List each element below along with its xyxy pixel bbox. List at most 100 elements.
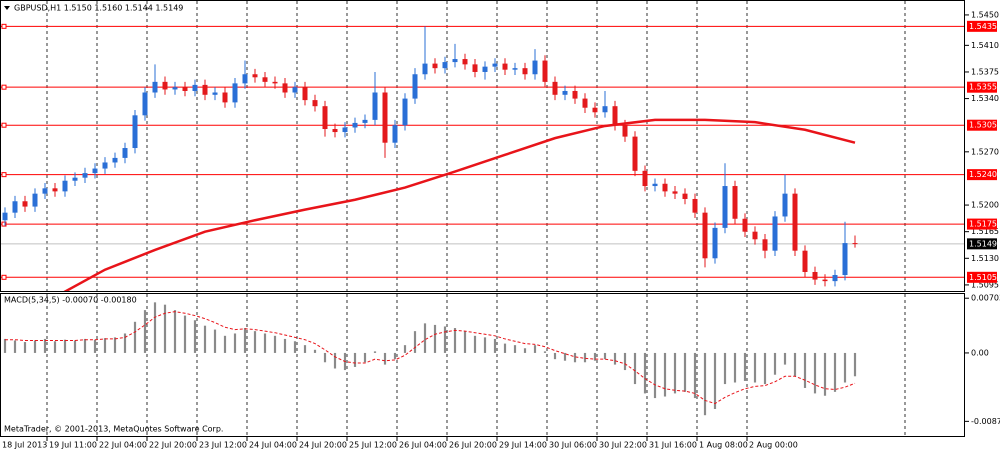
candle-body <box>832 275 838 282</box>
level-label: 1.5240 <box>969 170 997 179</box>
macd-pane-frame <box>0 293 965 437</box>
candle-body <box>562 90 568 95</box>
candle-body <box>472 64 478 72</box>
candle-body <box>102 162 108 169</box>
level-label-box <box>967 271 997 283</box>
x-tick-label: 25 Jul 12:00 <box>349 441 397 450</box>
candle-body <box>192 84 198 91</box>
x-tick-label: 1 Aug 08:00 <box>699 441 748 450</box>
candle-body <box>542 60 548 82</box>
y-tick-label: 1.5095 <box>971 280 999 289</box>
level-label-box <box>967 81 997 93</box>
x-tick-label: 22 Jul 20:00 <box>149 441 197 450</box>
candle-body <box>452 59 458 63</box>
x-tick-label: 18 Jul 2013 <box>2 441 47 450</box>
macd-y-tick-label: 0.00 <box>971 348 989 357</box>
candle-body <box>382 92 388 143</box>
candle-body <box>712 227 718 259</box>
candle-body <box>12 201 18 213</box>
candle-body <box>282 83 288 93</box>
level-label: 1.5355 <box>969 83 997 92</box>
x-tick-label: 22 Jul 04:00 <box>99 441 147 450</box>
level-label-box <box>967 119 997 131</box>
candle-body <box>522 68 528 75</box>
level-label: 1.5175 <box>969 220 997 229</box>
x-tick-label: 24 Jul 04:00 <box>249 441 297 450</box>
macd-histogram <box>3 302 857 416</box>
level-label: 1.5305 <box>969 121 997 130</box>
macd-y-tick-label: -0.00879 <box>971 417 1000 426</box>
candles <box>2 26 858 287</box>
level-label-box <box>967 218 997 230</box>
y-tick-label: 1.5375 <box>971 67 999 76</box>
candle-body <box>682 193 688 199</box>
x-tick-label: 2 Aug 00:00 <box>749 441 798 450</box>
x-tick-label: 29 Jul 14:00 <box>499 441 547 450</box>
candle-body <box>842 243 848 276</box>
candle-body <box>822 279 828 282</box>
y-tick-label: 1.5340 <box>971 94 999 103</box>
candle-body <box>782 193 788 217</box>
level-label: 1.5105 <box>969 273 997 282</box>
candle-body <box>302 87 308 101</box>
candle-body <box>182 87 188 91</box>
last-price-label: 1.5149 <box>969 239 997 248</box>
candle-body <box>742 218 748 232</box>
level-marker <box>1 84 7 90</box>
candle-body <box>762 239 768 251</box>
candle-body <box>222 92 228 103</box>
candle-body <box>372 92 378 120</box>
candle-body <box>512 68 518 70</box>
candle-body <box>412 74 418 99</box>
candle-body <box>662 183 668 192</box>
level-marker <box>1 122 7 128</box>
candle-body <box>672 191 678 194</box>
x-tick-label: 26 Jul 20:00 <box>449 441 497 450</box>
chart-title: GBPUSD,H1 1.5150 1.5160 1.5144 1.5149 <box>14 4 183 13</box>
candle-body <box>722 186 728 228</box>
level-label: 1.5435 <box>969 22 997 31</box>
y-tick-label: 1.5130 <box>971 254 999 263</box>
candle-body <box>92 168 98 174</box>
candle-body <box>532 60 538 75</box>
candle-body <box>702 212 708 259</box>
candle-body <box>62 180 68 192</box>
y-tick-label: 1.5270 <box>971 147 999 156</box>
candle-body <box>32 193 38 207</box>
x-tick-label: 30 Jul 22:00 <box>599 441 647 450</box>
candle-body <box>622 125 628 137</box>
candle-body <box>442 62 448 69</box>
candle-body <box>602 106 608 113</box>
candle-body <box>552 81 558 95</box>
x-tick-label: 19 Jul 11:00 <box>49 441 97 450</box>
candle-body <box>752 231 758 240</box>
candle-body <box>572 90 578 99</box>
candle-body <box>402 98 408 126</box>
candle-body <box>272 81 278 84</box>
candle-body <box>362 119 368 123</box>
candle-body <box>42 188 48 194</box>
candle-body <box>422 63 428 75</box>
candle-body <box>772 216 778 251</box>
candle-body <box>332 129 338 133</box>
candle-body <box>72 177 78 181</box>
candle-body <box>492 63 498 67</box>
level-label-box <box>967 169 997 181</box>
candle-body <box>652 183 658 187</box>
candle-body <box>262 77 268 82</box>
last-price-box <box>967 238 997 250</box>
candle-body <box>482 66 488 72</box>
candle-body <box>52 188 58 192</box>
candle-body <box>392 125 398 143</box>
level-marker <box>1 274 7 280</box>
footer: MetaTrader, © 2001-2013, MetaQuotes Soft… <box>4 425 223 434</box>
candle-body <box>112 157 118 163</box>
candle-body <box>82 173 88 178</box>
x-tick-label: 26 Jul 04:00 <box>399 441 447 450</box>
level-marker <box>1 221 7 227</box>
candle-body <box>802 250 808 272</box>
candle-body <box>132 115 138 149</box>
candle-body <box>592 107 598 113</box>
